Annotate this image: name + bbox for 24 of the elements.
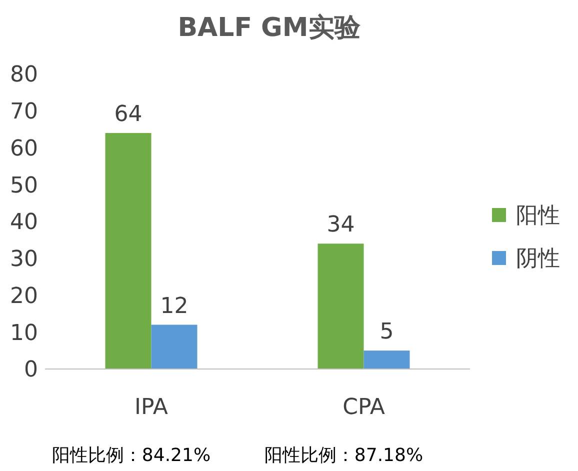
data-label: 5 [380, 320, 394, 345]
bar [318, 244, 364, 369]
y-tick-label: 40 [10, 210, 38, 236]
y-tick-label: 60 [10, 136, 38, 162]
x-tick-label: CPA [342, 395, 385, 420]
y-tick-label: 80 [10, 62, 38, 88]
y-tick-label: 70 [10, 100, 38, 125]
data-label: 12 [160, 294, 188, 319]
data-label: 64 [114, 102, 142, 127]
text: 阳性比例：87.18% [264, 445, 424, 466]
bar [151, 324, 198, 369]
y-tick-label: 10 [10, 320, 38, 346]
bar [364, 350, 410, 369]
chart-title: BALF GM实验 [178, 13, 362, 43]
y-tick-label: 0 [24, 358, 38, 383]
data-label: 34 [326, 212, 355, 238]
legend-label: 阳性 [516, 204, 560, 229]
y-tick-label: 20 [10, 284, 38, 309]
text: 阳性比例：84.21% [52, 445, 211, 466]
x-tick-label: IPA [134, 395, 168, 420]
y-tick-label: 50 [10, 173, 38, 198]
bar [105, 133, 152, 369]
y-tick-label: 30 [10, 247, 38, 272]
legend-label: 阴性 [516, 246, 560, 272]
